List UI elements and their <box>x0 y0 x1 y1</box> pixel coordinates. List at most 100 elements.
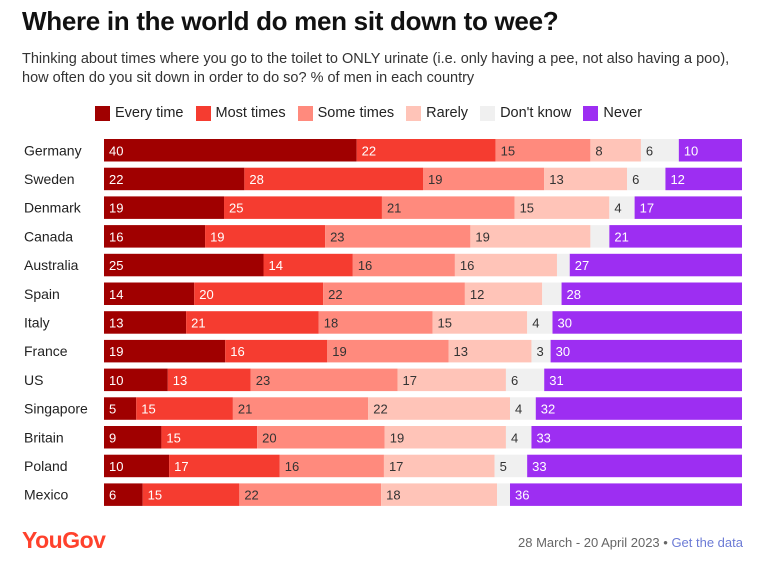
bar-segment-every-time <box>104 196 225 219</box>
data-label: 21 <box>387 201 401 216</box>
bar-segment-most-times <box>263 253 353 277</box>
data-label: 19 <box>390 430 404 445</box>
bar-segment-every-time <box>104 426 162 449</box>
data-label: 10 <box>109 373 123 388</box>
data-label: 15 <box>166 430 180 445</box>
bar-segment-some-times <box>257 426 385 449</box>
legend-swatch <box>195 105 211 121</box>
bar-segment-every-time <box>104 282 195 305</box>
data-label: 13 <box>109 315 123 330</box>
data-label: 6 <box>109 488 116 503</box>
bar-segment-dont-know <box>494 454 528 478</box>
data-label: 28 <box>567 287 581 302</box>
bar-segment-never <box>552 311 742 334</box>
bar-segment-dont-know <box>527 311 553 334</box>
survey-date: 28 March - 20 April 2023 <box>518 535 660 550</box>
bar-segment-dont-know <box>531 339 551 363</box>
category-label: Mexico <box>24 487 69 503</box>
bar-segment-rarely <box>590 139 641 162</box>
bar-segment-dont-know <box>640 139 679 162</box>
bar-segment-never <box>527 454 742 478</box>
bar-segment-every-time <box>104 483 143 506</box>
data-label: 18 <box>386 488 400 503</box>
bar-segment-some-times <box>239 483 382 506</box>
legend-item-never: Never <box>583 105 642 121</box>
data-label: 23 <box>256 373 270 388</box>
data-label: 19 <box>475 229 489 244</box>
chart-legend: Every time Most times Some times Rarely Don'… <box>95 103 654 123</box>
bar-segment-rarely <box>514 196 610 219</box>
legend-swatch <box>95 105 110 121</box>
bar-segment-some-times <box>323 282 465 305</box>
bar-segment-rarely <box>383 454 495 478</box>
bar-segment-most-times <box>169 454 280 478</box>
data-label: 22 <box>362 143 376 158</box>
legend-item-every-time: Every time <box>95 105 184 121</box>
bar-segment-every-time <box>104 368 168 392</box>
data-label: 6 <box>646 143 653 158</box>
data-label: 15 <box>520 201 534 216</box>
bar-segment-some-times <box>381 196 515 219</box>
data-label: 15 <box>141 402 155 417</box>
bar-segment-dont-know <box>505 368 545 392</box>
data-label: 10 <box>109 459 123 474</box>
data-label: 3 <box>536 344 543 359</box>
bar-segment-most-times <box>194 282 324 305</box>
data-label: 27 <box>575 258 589 273</box>
data-label: 31 <box>549 373 563 388</box>
data-label: 17 <box>174 459 188 474</box>
bar-segment-dont-know <box>590 225 610 248</box>
category-label: Britain <box>24 429 64 445</box>
bar-segment-never <box>634 196 742 219</box>
category-label: Sweden <box>24 171 75 187</box>
bar-segment-rarely <box>470 225 591 248</box>
bar-segment-rarely <box>454 253 557 277</box>
data-label: 18 <box>324 315 338 330</box>
chart-title: Where in the world do men sit down to we… <box>22 6 559 36</box>
data-label: 25 <box>109 258 123 273</box>
legend-item-dont-know: Don't know <box>480 105 571 121</box>
bar-segment-dont-know <box>497 483 510 506</box>
footer-separator: • <box>659 535 672 550</box>
bar-segment-rarely <box>384 426 506 449</box>
data-label: 33 <box>536 430 550 445</box>
bar-segment-some-times <box>327 339 449 363</box>
data-label: 22 <box>244 488 258 503</box>
bar-segment-dont-know <box>609 196 635 219</box>
data-label: 36 <box>515 488 529 503</box>
category-label: Poland <box>24 458 68 474</box>
bar-segment-most-times <box>142 483 240 506</box>
data-label: 40 <box>109 143 123 158</box>
data-label: 14 <box>109 287 123 302</box>
category-label: France <box>24 343 68 359</box>
data-label: 21 <box>614 229 628 244</box>
legend-swatch <box>583 105 599 121</box>
bar-segment-dont-know <box>627 167 666 191</box>
bar-segment-most-times <box>225 339 328 363</box>
data-label: 16 <box>460 258 474 273</box>
bar-segment-rarely <box>381 483 498 506</box>
bar-segment-never <box>531 426 742 449</box>
data-label: 21 <box>191 315 205 330</box>
data-label: 30 <box>558 315 572 330</box>
data-label: 4 <box>515 402 522 417</box>
bar-segment-most-times <box>186 311 319 334</box>
bar-segment-most-times <box>244 167 423 191</box>
bar-segment-most-times <box>356 139 496 162</box>
bar-segment-rarely <box>432 311 528 334</box>
get-the-data-link[interactable]: Get the data <box>671 535 743 550</box>
bar-segment-never <box>561 282 742 305</box>
data-label: 25 <box>229 201 243 216</box>
legend-label: Rarely <box>426 105 469 121</box>
data-label: 28 <box>249 172 263 187</box>
legend-label: Every time <box>115 105 184 121</box>
bar-segment-dont-know <box>510 397 536 420</box>
data-label: 30 <box>556 344 570 359</box>
legend-item-most-times: Most times <box>195 105 286 121</box>
data-label: 16 <box>109 229 123 244</box>
bar-segment-every-time <box>104 397 137 420</box>
bar-segment-never <box>544 368 742 392</box>
data-label: 5 <box>109 402 116 417</box>
legend-label: Never <box>603 105 643 121</box>
